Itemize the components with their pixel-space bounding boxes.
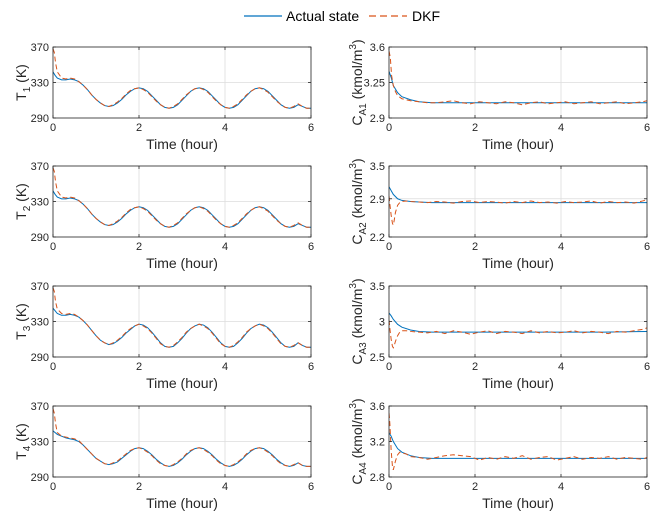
y-tick-label: 3.25	[364, 78, 385, 90]
y-tick-label: 370	[31, 401, 49, 413]
axes-frame	[388, 165, 648, 238]
x-tick-label: 2	[472, 241, 478, 253]
y-tick-label: 370	[31, 42, 49, 54]
y-tick-label: 2.5	[370, 352, 385, 364]
legend: Actual state DKF	[244, 8, 440, 24]
series-line-dkf	[389, 320, 647, 349]
y-tick-label: 3.2	[370, 437, 385, 449]
x-tick-label: 6	[644, 361, 650, 373]
subplot-t4: 0 2 4 6 290 330 370 Time (hour) T4 (K)	[13, 401, 314, 511]
x-tick-label: 6	[308, 122, 314, 134]
x-tick-label: 6	[644, 122, 650, 134]
y-axis-label: CA2 (kmol/m3)	[348, 158, 369, 244]
y-axis-label: CA4 (kmol/m3)	[348, 398, 369, 484]
subplot-t3: 0 2 4 6 290 330 370 Time (hour) T3 (K)	[13, 281, 314, 391]
series-line-dkf	[53, 287, 311, 348]
x-tick-label: 0	[50, 361, 56, 373]
x-tick-label: 0	[50, 481, 56, 493]
x-tick-label: 0	[386, 122, 392, 134]
x-tick-label: 0	[386, 481, 392, 493]
plot-area	[389, 166, 647, 237]
series-line-dkf	[389, 413, 647, 471]
y-tick-label: 330	[31, 197, 49, 209]
x-axis-label: Time (hour)	[146, 375, 218, 391]
x-tick-label: 4	[222, 241, 228, 253]
x-axis-label: Time (hour)	[482, 495, 554, 511]
x-tick-label: 6	[308, 361, 314, 373]
y-tick-label: 3	[379, 317, 385, 329]
x-tick-label: 2	[136, 241, 142, 253]
y-tick-label: 370	[31, 281, 49, 293]
y-tick-label: 330	[31, 78, 49, 90]
subplot-ca2: 0 2 4 6 2.2 2.9 3.5 Time (hour) CA2 (kmol/m3)	[348, 158, 650, 271]
x-tick-label: 6	[308, 481, 314, 493]
x-axis-label: Time (hour)	[146, 495, 218, 511]
y-tick-label: 3.6	[370, 42, 385, 54]
y-tick-label: 290	[31, 472, 49, 484]
x-tick-label: 0	[50, 241, 56, 253]
x-tick-label: 0	[386, 241, 392, 253]
y-tick-label: 3.5	[370, 161, 385, 173]
y-axis-label: T1 (K)	[13, 64, 33, 101]
x-tick-label: 4	[558, 122, 564, 134]
y-tick-label: 290	[31, 232, 49, 244]
y-tick-label: 2.2	[370, 232, 385, 244]
series-line-dkf	[53, 167, 311, 228]
x-tick-label: 2	[136, 361, 142, 373]
y-axis-label: CA1 (kmol/m3)	[348, 39, 369, 125]
x-tick-label: 6	[644, 481, 650, 493]
subplot-t2: 0 2 4 6 290 330 370 Time (hour) T2 (K)	[13, 161, 314, 271]
series-line-dkf	[53, 408, 311, 467]
subplot-grid: 0 2 4 6 290 330 370 Time (hour) T1 (K) 0 2 4 6 2.9 3.2…	[13, 39, 650, 511]
y-tick-label: 2.8	[370, 472, 385, 484]
series-line-dkf	[389, 195, 647, 227]
x-tick-label: 2	[472, 122, 478, 134]
x-tick-label: 2	[472, 481, 478, 493]
y-axis-label: T4 (K)	[13, 423, 33, 460]
subplot-ca4: 0 2 4 6 2.8 3.2 3.6 Time (hour) CA4 (kmol/m3)	[348, 398, 650, 511]
legend-label-dkf: DKF	[412, 8, 440, 24]
x-tick-label: 2	[472, 361, 478, 373]
y-axis-label: CA3 (kmol/m3)	[348, 278, 369, 364]
subplot-ca3: 0 2 4 6 2.5 3 3.5 Time (hour) CA3 (kmol/m3)	[348, 278, 650, 391]
x-tick-label: 4	[222, 122, 228, 134]
y-tick-label: 2.9	[370, 113, 385, 125]
y-tick-label: 330	[31, 437, 49, 449]
legend-label-actual: Actual state	[286, 8, 359, 24]
y-axis-label: T3 (K)	[13, 303, 33, 340]
y-tick-label: 3.6	[370, 401, 385, 413]
subplot-t1: 0 2 4 6 290 330 370 Time (hour) T1 (K)	[13, 42, 314, 152]
x-axis-label: Time (hour)	[146, 255, 218, 271]
series-line-dkf	[53, 48, 311, 109]
x-tick-label: 4	[558, 361, 564, 373]
x-axis-label: Time (hour)	[482, 255, 554, 271]
x-tick-label: 4	[222, 481, 228, 493]
x-tick-label: 4	[558, 481, 564, 493]
x-tick-label: 4	[558, 241, 564, 253]
y-tick-label: 370	[31, 161, 49, 173]
y-tick-label: 2.9	[370, 194, 385, 206]
x-tick-label: 2	[136, 481, 142, 493]
y-tick-label: 290	[31, 352, 49, 364]
x-tick-label: 0	[50, 122, 56, 134]
series-line-actual-state	[389, 432, 647, 459]
x-axis-label: Time (hour)	[482, 136, 554, 152]
y-tick-label: 3.5	[370, 281, 385, 293]
x-tick-label: 2	[136, 122, 142, 134]
x-tick-label: 6	[308, 241, 314, 253]
x-axis-label: Time (hour)	[482, 375, 554, 391]
y-tick-label: 330	[31, 317, 49, 329]
x-tick-label: 4	[222, 361, 228, 373]
x-tick-label: 6	[644, 241, 650, 253]
y-tick-label: 290	[31, 113, 49, 125]
y-axis-label: T2 (K)	[13, 183, 33, 220]
x-tick-label: 0	[386, 361, 392, 373]
x-axis-label: Time (hour)	[146, 136, 218, 152]
series-line-dkf	[389, 50, 647, 106]
subplot-ca1: 0 2 4 6 2.9 3.25 3.6 Time (hour) CA1 (kmol/m3)	[348, 39, 650, 152]
